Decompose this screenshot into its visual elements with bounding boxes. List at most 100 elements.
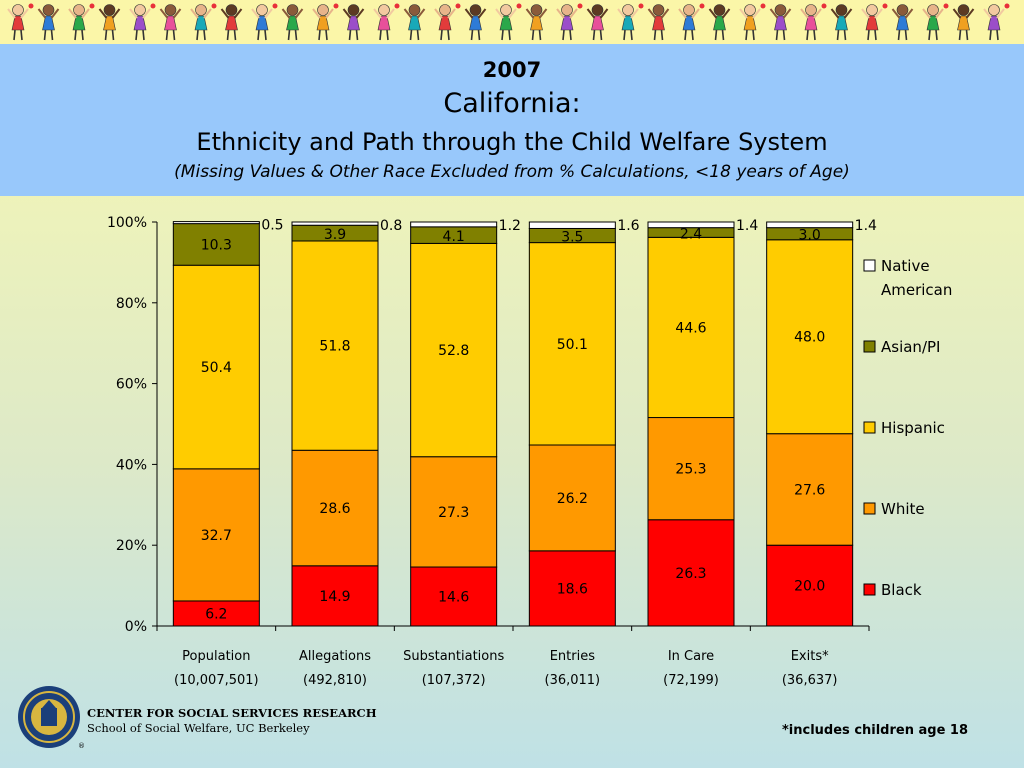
bar-segment — [647, 417, 735, 521]
child-figure — [586, 4, 609, 41]
children-illustration — [7, 3, 1010, 41]
child-figure — [952, 4, 975, 41]
x-category-label: Population — [182, 649, 250, 664]
legend-label: White — [881, 500, 925, 518]
child-figure — [37, 4, 60, 41]
child-figure — [495, 3, 522, 41]
legend-swatch — [863, 259, 876, 272]
child-figure — [159, 4, 182, 41]
child-figure — [190, 3, 217, 41]
organization-school: School of Social Welfare, UC Berkeley — [87, 721, 310, 735]
registered-mark: ® — [78, 742, 85, 750]
child-figure — [129, 3, 156, 41]
bar-segment — [172, 468, 260, 602]
child-figure — [617, 3, 644, 41]
organization-credit: CENTER FOR SOCIAL SERVICES RESEARCH Scho… — [87, 706, 377, 736]
bar-segment — [291, 565, 379, 627]
child-figure — [861, 3, 888, 41]
bar-segment — [528, 444, 616, 552]
data-label: 50.4 — [201, 360, 232, 376]
x-category-label: Exits* — [791, 649, 829, 664]
data-label: 18.6 — [557, 581, 588, 597]
child-figure — [281, 4, 304, 41]
child-figure — [342, 4, 365, 41]
bar-segment — [172, 223, 260, 266]
data-label: 48.0 — [794, 330, 825, 346]
data-label: 26.2 — [557, 491, 588, 507]
child-figure — [312, 3, 339, 41]
child-figure — [922, 3, 949, 41]
x-category-label: Substantiations — [403, 649, 504, 664]
data-label: 0.5 — [261, 218, 283, 234]
data-label: 1.2 — [499, 218, 521, 234]
child-figure — [98, 4, 121, 41]
child-figure — [891, 4, 914, 41]
bar-segment — [291, 221, 379, 226]
y-tick-label: 60% — [116, 377, 147, 393]
data-label: 27.6 — [794, 482, 825, 498]
data-label: 28.6 — [319, 501, 350, 517]
bar-segment — [172, 221, 260, 225]
child-figure — [373, 3, 400, 41]
legend-label: American — [881, 281, 952, 299]
legend-label: Black — [881, 581, 922, 599]
child-figure — [708, 4, 731, 41]
footnote: *includes children age 18 — [782, 723, 969, 738]
title-banner: 2007 California: Ethnicity and Path thro… — [0, 44, 1024, 196]
data-label: 4.1 — [443, 229, 465, 245]
child-figure — [678, 3, 705, 41]
x-category-label: In Care — [668, 649, 714, 664]
child-figure — [220, 4, 243, 41]
data-label: 20.0 — [794, 579, 825, 595]
data-label: 32.7 — [201, 528, 232, 544]
bar-segment — [410, 566, 498, 627]
bar-segment — [291, 449, 379, 567]
child-figure — [769, 4, 792, 41]
chart-title: California: — [443, 88, 581, 119]
child-figure — [556, 3, 583, 41]
data-label: 50.1 — [557, 337, 588, 353]
y-tick-label: 0% — [125, 619, 147, 635]
legend-label: Asian/PI — [881, 338, 940, 356]
data-label: 26.3 — [675, 566, 706, 582]
legend-swatch — [863, 340, 876, 353]
data-label: 44.6 — [675, 320, 706, 336]
legend-label: Native — [881, 257, 930, 275]
x-count-label: (36,011) — [545, 673, 601, 686]
bar-segment — [410, 221, 498, 228]
data-label: 1.4 — [736, 218, 758, 234]
bar-segment — [766, 544, 854, 627]
legend-label: Hispanic — [881, 419, 945, 437]
child-figure — [647, 4, 670, 41]
child-figure — [800, 3, 827, 41]
x-count-label: (36,637) — [782, 673, 838, 686]
bar-segment — [647, 519, 735, 627]
legend-swatch — [863, 502, 876, 515]
child-figure — [983, 3, 1010, 41]
bar-segment — [172, 264, 260, 470]
bar-segment — [766, 221, 854, 229]
x-category-label: Allegations — [299, 649, 371, 664]
y-tick-label: 40% — [116, 457, 147, 473]
child-figure — [434, 3, 461, 41]
child-figure — [830, 4, 853, 41]
data-label: 25.3 — [675, 462, 706, 478]
data-label: 52.8 — [438, 343, 469, 359]
y-tick-label: 100% — [107, 215, 147, 231]
y-tick-label: 80% — [116, 296, 147, 312]
data-label: 3.0 — [799, 228, 821, 244]
bar-segment — [647, 236, 735, 419]
child-figure — [464, 4, 487, 41]
data-label: 14.9 — [319, 589, 350, 605]
chart-note: (Missing Values & Other Race Excluded fr… — [174, 162, 850, 182]
bar-segment — [172, 600, 260, 627]
data-label: 6.2 — [205, 606, 227, 622]
data-label: 3.5 — [561, 230, 583, 246]
stacked-bar-chart: 0% 20% 40% 60% 80% 100% 6.2 32.7 50.4 10.3 0.5 Popu… — [107, 215, 952, 686]
bar-segment — [766, 239, 854, 435]
data-label: 1.4 — [855, 218, 877, 234]
data-label: 2.4 — [680, 227, 702, 243]
data-label: 27.3 — [438, 505, 469, 521]
data-label: 3.9 — [324, 227, 346, 243]
x-count-label: (10,007,501) — [174, 673, 259, 686]
